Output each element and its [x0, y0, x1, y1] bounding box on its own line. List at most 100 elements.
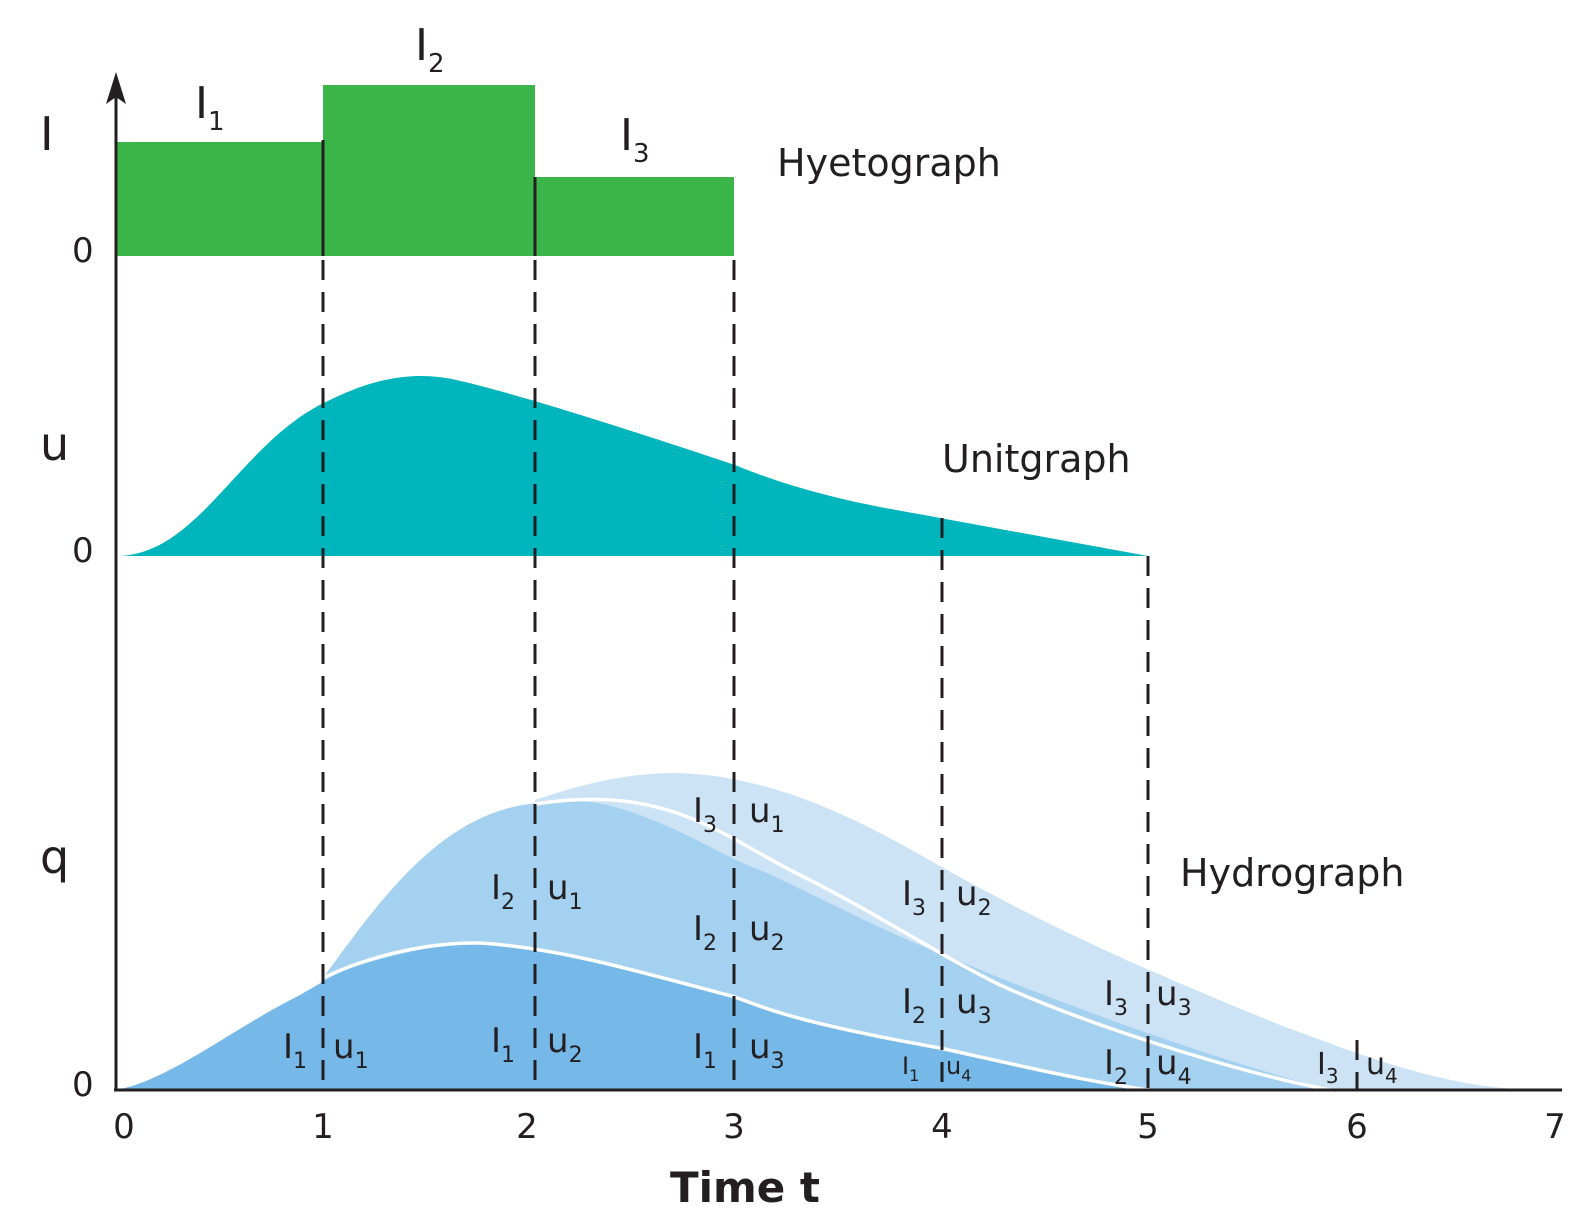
hydrograph-label-main: u [956, 874, 978, 914]
hydrograph-label-main: u [333, 1027, 355, 1067]
hydrograph-label-sub: 1 [909, 1066, 919, 1085]
hydrograph-label-sub: 1 [501, 1043, 515, 1068]
hydrograph [116, 773, 1528, 1092]
bar-label-3-main: I [620, 110, 633, 161]
hydrograph-label-sub: 3 [1178, 996, 1192, 1021]
unitgraph-curve [116, 375, 1148, 556]
hydrograph-label-main: u [749, 909, 771, 949]
hydrograph-label-u2: u2 [749, 909, 785, 956]
x-tick-5: 5 [1137, 1107, 1159, 1147]
hydrograph-label-sub: 3 [978, 1004, 992, 1029]
hydrograph-label-u2: u2 [956, 874, 992, 921]
hydrograph-label-u1: u1 [547, 868, 583, 915]
y-axis-arrow-icon [106, 72, 126, 104]
hyetograph-bar-2 [323, 85, 535, 256]
zero-label-hyeto: 0 [72, 231, 94, 271]
hydrograph-label-sub: 1 [771, 813, 785, 838]
hydrograph-label-sub: 3 [703, 813, 717, 838]
axis-letter-i: I [40, 107, 54, 161]
hydrograph-label-sub: 2 [1114, 1065, 1128, 1090]
hydrograph-label-sub: 2 [501, 890, 515, 915]
hydrograph-label-u3: u3 [1156, 974, 1192, 1021]
hydrograph-label-sub: 2 [912, 1004, 926, 1029]
hydrograph-label-i2: I2 [693, 909, 717, 956]
hydrograph-label-main: u [749, 791, 771, 831]
x-tick-6: 6 [1346, 1107, 1368, 1147]
hydrograph-label-sub: 2 [978, 896, 992, 921]
hydrograph-label-sub: 3 [1326, 1064, 1339, 1088]
x-tick-1: 1 [312, 1107, 334, 1147]
axes [106, 72, 1562, 1092]
bar-label-1: I1 [195, 78, 225, 137]
hydrograph-label-sub: 4 [961, 1066, 971, 1085]
hydrograph-label-main: u [749, 1027, 771, 1067]
hydrograph-label-i3: I3 [693, 791, 717, 838]
zero-label-unit: 0 [72, 531, 94, 571]
hydrograph-layer-1 [116, 942, 1148, 1090]
title-hydrograph: Hydrograph [1180, 851, 1404, 895]
x-tick-7: 7 [1544, 1107, 1566, 1147]
hydrograph-label-sub: 4 [1385, 1064, 1398, 1088]
x-tick-labels: 0 1 2 3 4 5 6 7 [113, 1107, 1566, 1147]
bar-label-1-main: I [195, 78, 208, 129]
hydrograph-label-main: u [956, 982, 978, 1022]
bar-label-2-main: I [415, 20, 428, 71]
hydrograph-label-main: I [693, 1027, 703, 1067]
hydrograph-label-main: I [902, 982, 912, 1022]
hydrograph-label-main: I [902, 1052, 909, 1080]
bar-label-2: I2 [415, 20, 445, 79]
x-axis-label: Time t [670, 1163, 820, 1212]
hydrograph-label-main: I [283, 1027, 293, 1067]
hydrograph-label-sub: 2 [569, 1043, 583, 1068]
hydrograph-label-sub: 4 [1178, 1065, 1192, 1090]
hydrograph-label-i1: I1 [693, 1027, 717, 1074]
axis-letter-q: q [40, 830, 69, 884]
x-tick-2: 2 [516, 1107, 538, 1147]
hydrograph-label-main: u [1156, 1043, 1178, 1083]
bar-label-3: I3 [620, 110, 650, 169]
hydrograph-label-sub: 1 [293, 1049, 307, 1074]
hydrograph-label-i2: I2 [491, 868, 515, 915]
hydrograph-label-main: I [693, 909, 703, 949]
hydrograph-label-sub: 3 [912, 896, 926, 921]
bar-label-1-sub: 1 [208, 107, 225, 137]
zero-label-hydro: 0 [72, 1065, 94, 1105]
hydrograph-label-u4: u4 [946, 1052, 971, 1085]
hydrograph-label-main: I [902, 874, 912, 914]
hydrograph-label-main: I [1104, 974, 1114, 1014]
hydrograph-label-i3: I3 [1317, 1047, 1339, 1088]
hydrograph-label-u4: u4 [1366, 1047, 1398, 1088]
title-unitgraph: Unitgraph [942, 437, 1131, 481]
x-tick-4: 4 [931, 1107, 953, 1147]
hydrograph-separator-upper [534, 797, 1331, 1092]
hydrograph-label-sub: 1 [703, 1049, 717, 1074]
hyetograph-bar-3 [535, 177, 734, 256]
hyetograph-bar-1 [116, 142, 323, 256]
hydrograph-label-main: u [1156, 974, 1178, 1014]
time-guides [321, 260, 1359, 1090]
hydrograph-label-main: I [693, 791, 703, 831]
x-tick-3: 3 [723, 1107, 745, 1147]
hydrograph-label-main: u [946, 1052, 961, 1080]
hydrograph-label-u1: u1 [749, 791, 785, 838]
hydrograph-label-sub: 1 [355, 1049, 369, 1074]
hydrograph-label-main: u [1366, 1047, 1385, 1082]
hydrograph-label-i1: I1 [902, 1052, 919, 1085]
hydrograph-label-main: u [547, 868, 569, 908]
hyetograph [116, 85, 734, 256]
hydrograph-label-u1: u1 [333, 1027, 369, 1074]
bar-label-2-sub: 2 [428, 49, 445, 79]
x-tick-0: 0 [113, 1107, 135, 1147]
hydrograph-label-i2: I2 [902, 982, 926, 1029]
hydrograph-label-sub: 3 [1114, 996, 1128, 1021]
hydrograph-label-u2: u2 [547, 1021, 583, 1068]
hydrograph-label-main: I [1104, 1043, 1114, 1083]
title-hyetograph: Hyetograph [777, 141, 1001, 185]
hydrograph-label-i3: I3 [902, 874, 926, 921]
axis-letter-u: u [40, 417, 69, 471]
hydrograph-label-i1: I1 [283, 1027, 307, 1074]
hydrograph-label-main: u [547, 1021, 569, 1061]
